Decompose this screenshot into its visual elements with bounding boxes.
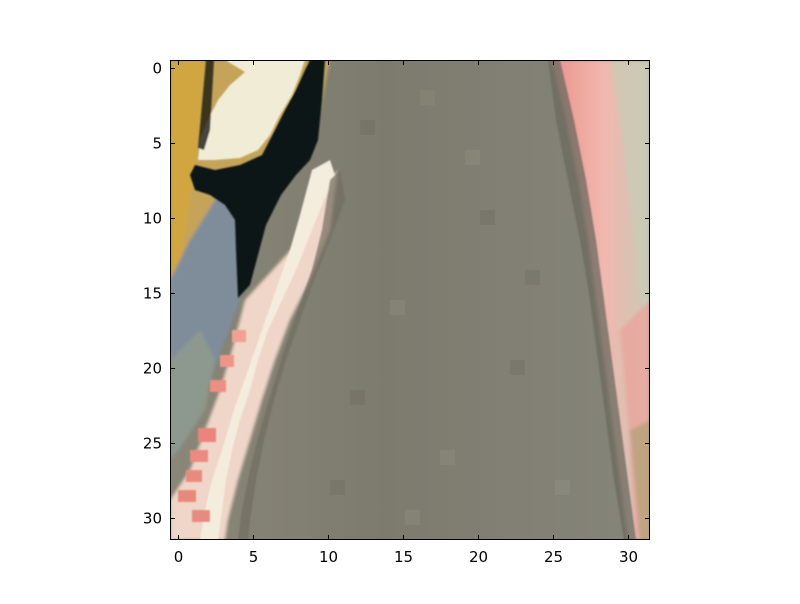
y-tick-label: 20 xyxy=(143,360,162,378)
road-edge xyxy=(238,170,345,540)
y-tick-label: 15 xyxy=(143,285,162,303)
right-corner xyxy=(630,420,650,540)
y-tick-label: 5 xyxy=(152,135,162,153)
dark-strip xyxy=(198,60,214,150)
curb-checker xyxy=(220,355,234,367)
shadow-black xyxy=(190,60,325,298)
image-content xyxy=(170,60,650,540)
road-texture xyxy=(330,90,570,525)
curb-checker xyxy=(198,428,216,442)
y-tick-label: 25 xyxy=(143,435,162,453)
curb-checker xyxy=(232,330,246,342)
x-axis: 0 5 10 15 20 25 30 xyxy=(174,60,638,566)
curb-checker xyxy=(178,490,196,502)
y-tick-label: 30 xyxy=(143,510,162,528)
x-tick-label: 0 xyxy=(174,548,184,566)
y-axis: 0 5 10 15 20 25 30 xyxy=(143,60,650,528)
axes-frame xyxy=(170,60,650,540)
curb-checker xyxy=(210,380,226,392)
x-tick-label: 10 xyxy=(319,548,338,566)
x-tick-label: 25 xyxy=(544,548,563,566)
x-tick-label: 20 xyxy=(469,548,488,566)
gray-green-patch xyxy=(170,330,215,460)
x-tick-label: 30 xyxy=(619,548,638,566)
curb-checker xyxy=(192,510,210,522)
left-gold-strip xyxy=(170,60,205,280)
white-marking xyxy=(198,60,305,160)
right-grass xyxy=(610,60,650,310)
curb-checker xyxy=(190,450,208,462)
x-tick-label: 15 xyxy=(394,548,413,566)
left-white-curb xyxy=(200,160,335,540)
y-tick-label: 0 xyxy=(152,60,162,78)
curb-checker xyxy=(186,470,202,482)
right-road-edge xyxy=(548,60,636,540)
y-tick-label: 10 xyxy=(143,210,162,228)
x-tick-label: 5 xyxy=(249,548,259,566)
